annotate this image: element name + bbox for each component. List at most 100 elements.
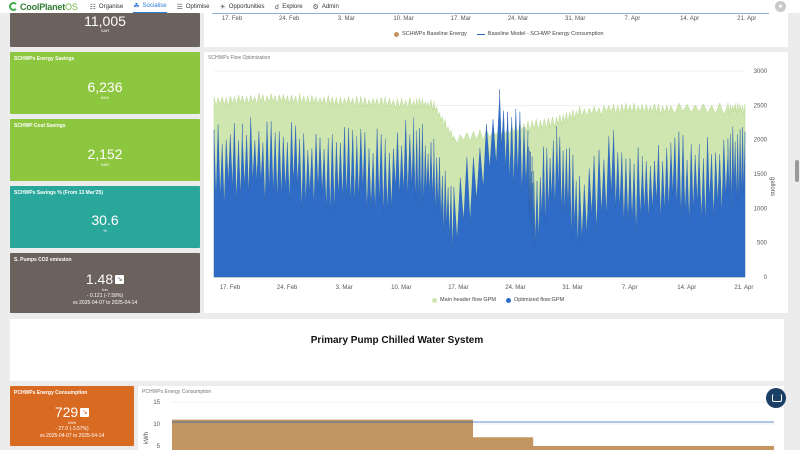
legend-swatch xyxy=(432,297,437,303)
nav-menu: ☷ Organise ☘ Socialise ☰ Optimise ☀ Opportuniti… xyxy=(90,0,349,13)
brand-name: CoolPlanet xyxy=(20,1,66,12)
sar-savings-card: 11,005 SAR xyxy=(10,13,200,47)
sar-unit: SAR xyxy=(100,28,110,33)
legend-item-baseline-energy[interactable]: SCHWPs Baseline Energy xyxy=(394,31,467,37)
legend-item-optimized-flow[interactable]: Optimized flow:GPM xyxy=(505,297,565,303)
nav-item-opportunities[interactable]: ☀ Opportunities xyxy=(220,0,265,13)
optimized-flow-area xyxy=(213,89,746,278)
y-tick-label: 1000 xyxy=(754,206,768,212)
y-tick-label: 5 xyxy=(157,444,161,450)
user-avatar-icon[interactable]: ● xyxy=(775,1,786,12)
energy-savings-title: SCHWPs Energy Savings xyxy=(14,56,75,62)
nav-item-organise[interactable]: ☷ Organise xyxy=(90,0,124,13)
legend-label: SCHWPs Baseline Energy xyxy=(402,31,467,37)
pchwp-consumption-delta: - 27.0 (-3.57%) xyxy=(55,426,89,432)
network-icon: ☘ xyxy=(133,3,140,10)
pchwp-consumption-chart: 5 10 15 kWh xyxy=(144,400,774,450)
brand-suffix: OS xyxy=(65,1,78,12)
legend-swatch xyxy=(505,297,511,303)
y-tick-label: 10 xyxy=(153,422,160,428)
x-tick-label: 17. Mar xyxy=(448,285,468,291)
x-tick-label: 17. Mar xyxy=(451,16,471,22)
co2-emission-title: S. Pumps CO2 emission xyxy=(14,257,72,263)
co2-emission-range: vs 2025-04-07 to 2025-04-14 xyxy=(72,300,138,306)
binoculars-icon: ☌ xyxy=(274,3,280,11)
brand-logo[interactable]: CoolPlanetOS xyxy=(9,2,78,12)
legend-item-baseline-model[interactable]: Baseline Model - SCHWP Energy Consumptio… xyxy=(476,31,604,37)
y-tick-label: 500 xyxy=(757,241,768,247)
nav-item-label: Admin xyxy=(321,3,339,10)
x-tick-label: 14. Apr xyxy=(677,285,696,291)
trend-down-icon: ↘ xyxy=(80,408,90,417)
pchwp-consumption-unit: kWh xyxy=(68,420,76,425)
x-tick-label: 10. Mar xyxy=(391,285,411,291)
trend-down-icon: ↘ xyxy=(115,275,125,284)
flow-chart-title: SCHWPs Flow Optimization xyxy=(208,55,271,61)
cost-savings-title: SCHWP Cost Savings xyxy=(14,123,66,129)
y-tick-label: 3000 xyxy=(754,69,768,75)
savings-percent-card: SCHWPs Savings % (From 13 Mar'25) 30.6 % xyxy=(10,186,200,248)
savings-percent-unit: % xyxy=(103,228,107,233)
energy-savings-value: 6,236 xyxy=(87,79,123,95)
x-tick-label: 24. Mar xyxy=(505,285,525,291)
flow-optimization-chart: 17. Feb 24. Feb 3. Mar 10. Mar 17. Mar 24. Ma… xyxy=(213,69,775,291)
x-tick-label: 17. Feb xyxy=(222,16,243,22)
legend-label: Optimized flow:GPM xyxy=(513,297,565,303)
pchwp-consumption-title: PCHWPs Energy Consumption xyxy=(14,390,88,396)
sar-value: 11,005 xyxy=(84,13,126,29)
lightbulb-icon: ☀ xyxy=(219,3,226,11)
nav-item-label: Explore xyxy=(282,3,303,10)
x-tick-label: 31. Mar xyxy=(562,285,582,291)
section-title: Primary Pump Chilled Water System xyxy=(310,335,484,346)
co2-emission-delta: - 0.121 (-7.58%) xyxy=(86,293,124,299)
co2-emission-value: 1.48 xyxy=(85,271,114,287)
nav-item-explore[interactable]: ☌ Explore xyxy=(274,0,302,13)
nav-item-label: Organise xyxy=(98,3,124,10)
baseline-energy-chart: 17. Feb 24. Feb 3. Mar 10. Mar 17. Mar 24. Ma… xyxy=(212,12,769,22)
nav-item-label: Socialise xyxy=(142,3,167,9)
y-tick-label: 2000 xyxy=(754,138,768,144)
nav-item-label: Opportunities xyxy=(228,3,265,10)
y-tick-label: 1500 xyxy=(754,172,768,178)
y-tick-label: 2500 xyxy=(754,103,768,109)
gear-icon: ⚙ xyxy=(312,3,319,11)
cost-savings-value: 2,152 xyxy=(87,146,123,162)
org-chart-icon: ☷ xyxy=(89,3,96,11)
x-tick-label: 24. Mar xyxy=(508,16,528,22)
energy-savings-card: SCHWPs Energy Savings 6,236 kWh xyxy=(10,52,200,114)
savings-percent-value: 30.6 xyxy=(91,212,119,228)
legend-label: Main header flow GPM xyxy=(440,297,496,303)
pchwp-consumption-panel: PCHWPs Energy Consumption 5 10 15 kWh xyxy=(138,386,784,450)
energy-savings-unit: kWh xyxy=(101,95,109,100)
x-tick-label: 24. Feb xyxy=(277,285,298,291)
x-tick-label: 3. Mar xyxy=(336,285,353,291)
top-nav: CoolPlanetOS ☷ Organise ☘ Socialise ☰ Optimis… xyxy=(0,0,800,13)
legend-line xyxy=(476,33,485,35)
coolplanet-logo-icon xyxy=(9,2,18,11)
legend-label: Baseline Model - SCHWP Energy Consumptio… xyxy=(487,31,604,37)
x-tick-label: 24. Feb xyxy=(279,16,300,22)
x-tick-label: 21. Apr xyxy=(737,16,756,22)
flow-legend: Main header flow GPM Optimized flow:GPM xyxy=(432,297,574,303)
flow-y-axis-label: gallons xyxy=(769,177,775,196)
nav-item-label: Optimise xyxy=(185,3,210,10)
x-tick-label: 10. Mar xyxy=(393,16,413,22)
x-tick-label: 3. Mar xyxy=(338,16,355,22)
chat-support-button[interactable] xyxy=(766,388,786,408)
pchwp-y-axis-label: kWh xyxy=(144,432,150,444)
pchwp-consumption-value: 729 xyxy=(54,404,79,420)
x-tick-label: 14. Apr xyxy=(680,16,699,22)
baseline-energy-legend: SCHWPs Baseline Energy Baseline Model - … xyxy=(394,31,614,37)
page-scrollbar[interactable] xyxy=(795,160,799,182)
legend-item-main-header-flow[interactable]: Main header flow GPM xyxy=(432,297,496,303)
pchwp-consumption-area xyxy=(172,419,774,450)
y-tick-label: 0 xyxy=(764,275,768,281)
nav-item-socialise[interactable]: ☘ Socialise xyxy=(133,0,167,13)
pchwp-consumption-range: vs 2025-04-07 to 2025-04-14 xyxy=(39,433,105,439)
nav-item-optimise[interactable]: ☰ Optimise xyxy=(177,0,210,13)
nav-item-admin[interactable]: ⚙ Admin xyxy=(313,0,339,13)
baseline-energy-chart-panel: 17. Feb 24. Feb 3. Mar 10. Mar 17. Mar 24. Ma… xyxy=(204,12,788,47)
pchwp-consumption-card: PCHWPs Energy Consumption 729 ↘ kWh - 27.… xyxy=(10,386,134,446)
x-tick-label: 31. Mar xyxy=(565,16,585,22)
pchwp-chart-title: PCHWPs Energy Consumption xyxy=(142,389,212,395)
